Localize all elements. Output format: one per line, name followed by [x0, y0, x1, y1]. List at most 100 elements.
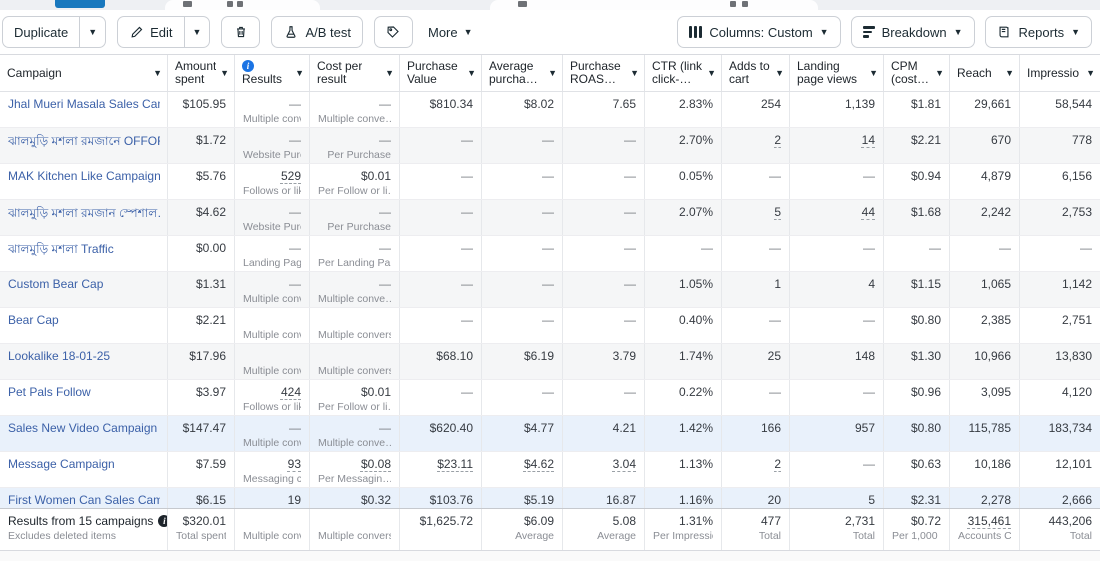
campaign-link[interactable]: Custom Bear Cap	[8, 277, 104, 291]
grid-icon	[183, 1, 192, 7]
table-row[interactable]: Pet Pals Follow $3.97 424 Follows or likes $…	[0, 380, 1100, 416]
column-header-purchase-value[interactable]: Purchase Value ▼	[400, 55, 482, 91]
column-header-amount-spent[interactable]: Amount spent ▼	[168, 55, 235, 91]
column-header-cpm-cost[interactable]: CPM (cost… ▼	[884, 55, 950, 91]
table-row[interactable]: Sales New Video Campaign $147.47 — Multiple…	[0, 416, 1100, 452]
metric-link[interactable]: $0.08	[360, 457, 391, 471]
metric-sublabel: Multiple conve…	[318, 293, 391, 305]
table-row[interactable]: Message Campaign $7.59 93 Messaging c… $0.08…	[0, 452, 1100, 488]
column-menu-chevron-icon[interactable]: ▼	[467, 67, 476, 78]
metric-value: 4,120	[1061, 385, 1092, 399]
column-header-cost-per-result[interactable]: Cost per result ▼	[310, 55, 400, 91]
table-row[interactable]: ঝালমুড়ি মশলা রমজান স্পেশাল… $4.62 — Websit…	[0, 200, 1100, 236]
metric-link[interactable]: 5	[774, 205, 781, 219]
column-menu-chevron-icon[interactable]: ▼	[935, 67, 944, 78]
campaign-link[interactable]: Message Campaign	[8, 457, 115, 471]
metric-cell: —	[722, 380, 790, 415]
column-header-reach[interactable]: Reach ▼	[950, 55, 1020, 91]
edit-button[interactable]: Edit	[118, 17, 183, 47]
tab-fragment[interactable]	[490, 0, 818, 10]
metric-cell: 166	[722, 416, 790, 451]
column-header-average-purchase[interactable]: Average purcha… ▼	[482, 55, 563, 91]
column-menu-chevron-icon[interactable]: ▼	[630, 67, 639, 78]
table-row[interactable]: MAK Kitchen Like Campaign a $5.76 529 Follo…	[0, 164, 1100, 200]
metric-cell: —	[790, 236, 884, 271]
metric-value: 4,879	[980, 169, 1011, 183]
campaign-link[interactable]: Jhal Mueri Masala Sales Camp…	[8, 97, 160, 111]
duplicate-menu-button[interactable]: ▼	[79, 17, 105, 47]
column-header-ctr-link-click[interactable]: CTR (link click-… ▼	[645, 55, 722, 91]
columns-button[interactable]: Columns: Custom ▼	[677, 16, 841, 48]
metric-cell: $4.62	[168, 200, 235, 235]
column-menu-chevron-icon[interactable]: ▼	[1005, 67, 1014, 78]
campaign-link[interactable]: ঝালমুড়ি মশলা Traffic	[8, 242, 114, 256]
column-menu-chevron-icon[interactable]: ▼	[775, 67, 784, 78]
campaign-link[interactable]: Bear Cap	[8, 313, 59, 327]
metric-sublabel: Per Purchase	[327, 221, 391, 233]
column-menu-chevron-icon[interactable]: ▼	[707, 67, 716, 78]
metric-cell: —	[563, 128, 645, 163]
metric-link[interactable]: 3.04	[612, 457, 636, 471]
table-row[interactable]: Lookalike 18-01-25 $17.96 Multiple conver…	[0, 344, 1100, 380]
campaign-link[interactable]: MAK Kitchen Like Campaign a	[8, 169, 160, 183]
column-menu-chevron-icon[interactable]: ▼	[1086, 67, 1095, 78]
metric-link[interactable]: 2	[774, 457, 781, 471]
metric-value: $6.15	[195, 493, 226, 507]
metric-cell: —	[884, 236, 950, 271]
breakdown-button[interactable]: Breakdown ▼	[850, 16, 975, 48]
metric-link[interactable]: 14	[861, 133, 875, 147]
table-row[interactable]: First Women Can Sales Campa $6.15 19 $0.32 $…	[0, 488, 1100, 508]
table-row[interactable]: Custom Bear Cap $1.31 — Multiple conv… — Mult…	[0, 272, 1100, 308]
more-button[interactable]: More ▼	[427, 24, 473, 40]
column-menu-chevron-icon[interactable]: ▼	[385, 67, 394, 78]
column-menu-chevron-icon[interactable]: ▼	[153, 67, 162, 78]
column-header-adds-to-cart[interactable]: Adds to cart ▼	[722, 55, 790, 91]
delete-button[interactable]	[221, 16, 261, 48]
column-header-results[interactable]: i Results ▼	[235, 55, 310, 91]
metric-link[interactable]: 529	[280, 169, 301, 183]
column-header-impressions[interactable]: Impressio ▼	[1020, 55, 1100, 91]
edit-menu-button[interactable]: ▼	[183, 17, 210, 47]
duplicate-button[interactable]: Duplicate	[14, 24, 69, 40]
ab-test-button[interactable]: A/B test	[271, 16, 363, 48]
info-icon[interactable]: i	[158, 515, 167, 527]
metric-cell: —	[563, 200, 645, 235]
tag-button[interactable]	[373, 16, 413, 48]
table-row[interactable]: ঝালমুড়ি মশলা Traffic $0.00 — Landing Page……	[0, 236, 1100, 272]
metric-link[interactable]: 424	[280, 385, 301, 399]
metric-link[interactable]: 93	[287, 457, 301, 471]
column-menu-chevron-icon[interactable]: ▼	[548, 67, 557, 78]
metric-link[interactable]: 2	[774, 133, 781, 147]
reports-button[interactable]: Reports ▼	[984, 16, 1092, 48]
metric-cell: $0.01 Per Follow or li…	[310, 380, 400, 415]
campaign-link[interactable]: First Women Can Sales Campa	[8, 493, 160, 507]
column-menu-chevron-icon[interactable]: ▼	[869, 67, 878, 78]
column-header-purchase-roas[interactable]: Purchase ROAS… ▼	[563, 55, 645, 91]
metric-link[interactable]: 44	[861, 205, 875, 219]
chevron-down-icon	[730, 1, 736, 7]
tab-fragment[interactable]	[165, 0, 320, 10]
metric-link[interactable]: 315,461	[967, 514, 1011, 528]
metric-cell: —	[482, 236, 563, 271]
campaign-link[interactable]: ঝালমুড়ি মশলা রমজানে OFFOR	[8, 134, 160, 148]
campaign-link[interactable]: Pet Pals Follow	[8, 385, 91, 399]
metric-link[interactable]: $23.11	[437, 457, 473, 471]
table-header-row: Campaign ▼ Amount spent ▼ i Results ▼ Cost per …	[0, 55, 1100, 92]
campaign-link[interactable]: ঝালমুড়ি মশলা রমজান স্পেশাল…	[8, 206, 160, 220]
campaign-link[interactable]: Sales New Video Campaign	[8, 421, 158, 435]
table-row[interactable]: Jhal Mueri Masala Sales Camp… $105.95 — Mul…	[0, 92, 1100, 128]
metric-cell: Multiple conversi	[310, 344, 400, 379]
metric-cell: $8.02	[482, 92, 563, 127]
metric-sublabel: Multiple convers	[318, 530, 391, 542]
metric-cell: 2,753	[1020, 200, 1100, 235]
metric-cell: 7.65	[563, 92, 645, 127]
column-menu-chevron-icon[interactable]: ▼	[295, 67, 304, 78]
info-icon[interactable]: i	[242, 60, 254, 72]
table-row[interactable]: Bear Cap $2.21 Multiple conver Multiple c…	[0, 308, 1100, 344]
column-header-landing-page-views[interactable]: Landing page views ▼	[790, 55, 884, 91]
table-row[interactable]: ঝালমুড়ি মশলা রমজানে OFFOR $1.72 — Website …	[0, 128, 1100, 164]
column-header-campaign[interactable]: Campaign ▼	[0, 55, 168, 91]
metric-link[interactable]: $4.62	[523, 457, 554, 471]
campaign-link[interactable]: Lookalike 18-01-25	[8, 349, 111, 363]
column-menu-chevron-icon[interactable]: ▼	[220, 67, 229, 78]
